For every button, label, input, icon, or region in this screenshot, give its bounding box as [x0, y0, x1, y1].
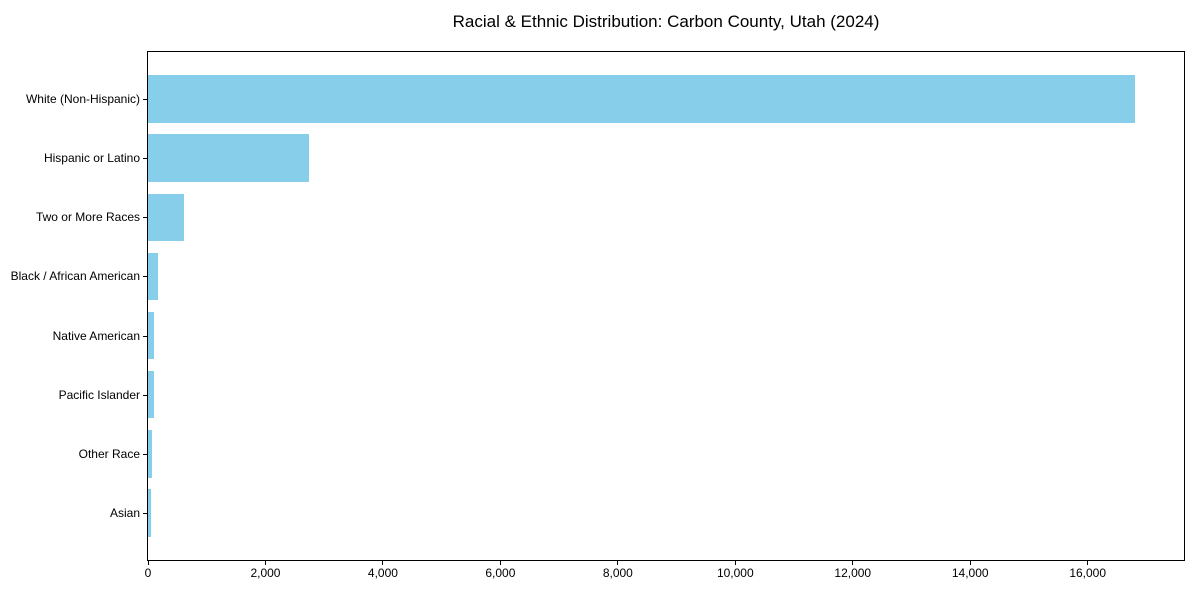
y-tick-mark — [143, 513, 147, 514]
y-tick-mark — [143, 99, 147, 100]
chart-title: Racial & Ethnic Distribution: Carbon Cou… — [452, 12, 880, 31]
x-tick-label: 16,000 — [1069, 566, 1107, 580]
bar — [148, 430, 153, 478]
y-tick-mark — [143, 335, 147, 337]
y-tick-label: Native American — [52, 328, 140, 343]
y-tick-label: Pacific Islander — [58, 387, 140, 402]
x-tick-label: 8,000 — [602, 566, 633, 580]
bar — [148, 370, 154, 419]
x-tick-label: 6,000 — [485, 566, 516, 580]
x-tick-mark — [852, 561, 854, 565]
y-tick-mark — [143, 453, 147, 455]
y-tick-label: White (Non-Hispanic) — [25, 92, 140, 106]
y-tick-mark — [143, 217, 147, 219]
bar — [148, 252, 158, 301]
y-tick-mark — [143, 158, 147, 160]
x-tick-mark — [969, 561, 971, 565]
y-tick-label: Other Race — [78, 446, 140, 461]
y-tick-mark — [143, 394, 147, 396]
y-tick-mark — [143, 276, 147, 278]
x-tick-mark — [617, 561, 619, 565]
x-tick-mark — [1087, 561, 1089, 565]
x-tick-label: 0 — [144, 566, 152, 580]
bar — [148, 193, 185, 242]
y-tick-label: Asian — [109, 506, 140, 520]
bar — [148, 489, 152, 537]
x-tick-mark — [734, 561, 736, 565]
x-tick-mark — [264, 561, 266, 565]
x-tick-label: 14,000 — [951, 566, 989, 580]
x-tick-mark — [499, 561, 501, 565]
x-tick-label: 12,000 — [834, 566, 872, 580]
y-tick-label: Hispanic or Latino — [43, 151, 140, 166]
x-tick-mark — [382, 561, 384, 565]
bar — [148, 75, 1135, 123]
bar — [148, 134, 309, 182]
x-tick-label: 2,000 — [250, 566, 281, 580]
x-tick-mark — [147, 561, 149, 565]
plot-area: White (Non-Hispanic) Hispanic or Latino Tw… — [11, 51, 1185, 580]
x-tick-label: 10,000 — [716, 566, 754, 580]
bar — [148, 311, 154, 360]
y-tick-label: Two or More Races — [35, 210, 140, 225]
y-tick-label: Black / African American — [10, 269, 140, 284]
x-tick-label: 4,000 — [367, 566, 398, 580]
